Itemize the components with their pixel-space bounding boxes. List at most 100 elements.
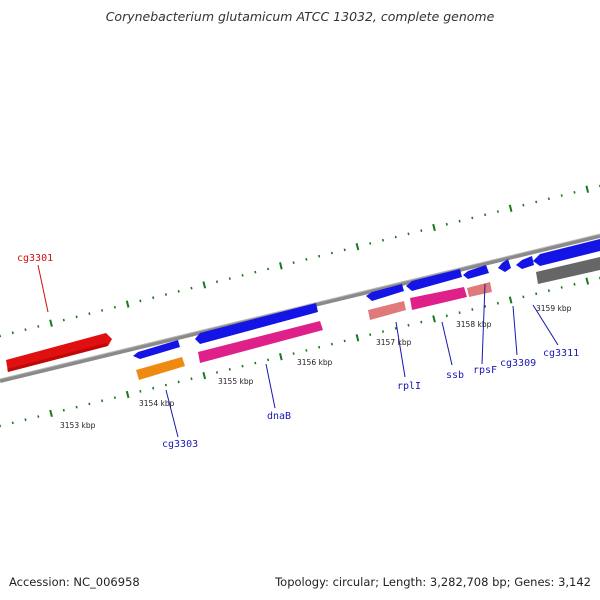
tick-minor <box>75 405 78 409</box>
tick-minor <box>496 210 499 213</box>
gene-cg3303[interactable] <box>133 340 180 359</box>
tick-minor <box>318 345 321 349</box>
tick-minor <box>458 311 461 315</box>
tick-minor <box>343 339 346 343</box>
kbp-labels: 3153 kbp 3154 kbp 3155 kbp 3156 kbp 3157… <box>60 304 572 430</box>
tick-minor <box>11 331 14 335</box>
kbp-label: 3155 kbp <box>218 377 254 386</box>
gene-cg3303-product[interactable] <box>136 357 185 380</box>
gene-label-rpsF[interactable]: rpsF <box>473 365 497 376</box>
tick-major <box>585 277 590 285</box>
tick-minor <box>330 251 333 255</box>
tick-minor <box>369 242 372 245</box>
tick-major <box>202 281 207 289</box>
tick-minor <box>330 342 333 346</box>
tick-minor <box>164 383 167 387</box>
tick-minor <box>113 305 116 309</box>
tick-minor <box>420 229 423 233</box>
genome-summary: Topology: circular; Length: 3,282,708 bp… <box>275 575 591 589</box>
kbp-label: 3158 kbp <box>456 320 492 329</box>
tick-minor <box>471 216 474 220</box>
gene-dnaB-product[interactable] <box>198 321 323 363</box>
gene-label-cg3311[interactable]: cg3311 <box>543 348 579 359</box>
tick-minor <box>381 330 385 333</box>
tick-major <box>125 390 130 399</box>
tick-major <box>585 185 590 193</box>
tick-minor <box>228 367 231 371</box>
gene-rplI-product[interactable] <box>368 301 406 320</box>
tick-minor <box>267 267 270 271</box>
tick-minor <box>445 314 448 318</box>
gene-small-blue[interactable] <box>516 256 534 269</box>
tick-minor <box>407 232 410 236</box>
tick-minor <box>254 361 257 365</box>
gene-label-cg3309[interactable]: cg3309 <box>500 358 536 369</box>
gene-ssb[interactable] <box>406 269 462 291</box>
tick-row-outer <box>0 184 600 338</box>
kbp-label: 3153 kbp <box>60 421 96 430</box>
tick-row-inner <box>0 276 600 428</box>
tick-minor <box>535 292 538 296</box>
tick-major <box>279 353 283 361</box>
tick-major <box>355 242 360 251</box>
gene-label-rplI[interactable]: rplI <box>397 381 421 392</box>
tick-minor <box>445 222 448 226</box>
tick-minor <box>75 315 78 319</box>
tick-minor <box>381 238 385 242</box>
tick-minor <box>305 258 308 261</box>
tick-minor <box>113 396 116 400</box>
tick-minor <box>484 213 487 217</box>
gene-rplI[interactable] <box>366 284 404 301</box>
tick-minor <box>11 421 14 425</box>
tick-minor <box>24 418 27 422</box>
gene-label-cg3301[interactable]: cg3301 <box>17 253 53 264</box>
gene-label-cg3303[interactable]: cg3303 <box>162 439 198 450</box>
gene-rpsF[interactable] <box>463 265 489 279</box>
tick-minor <box>484 304 487 308</box>
tick-minor <box>292 261 295 264</box>
tick-minor <box>215 280 219 284</box>
kbp-label: 3156 kbp <box>297 358 333 367</box>
tick-minor <box>37 415 40 418</box>
tick-major <box>508 204 513 212</box>
gene-label-dnaB[interactable]: dnaB <box>267 411 291 422</box>
tick-minor <box>88 312 91 316</box>
tick-minor <box>164 293 167 296</box>
map-title: Corynebacterium glutamicum ATCC 13032, c… <box>105 9 495 24</box>
tick-minor <box>62 318 65 322</box>
kbp-label: 3154 kbp <box>139 399 175 408</box>
tick-minor <box>407 323 410 327</box>
tick-minor <box>139 389 142 393</box>
gene-cg3301[interactable] <box>6 333 112 372</box>
gene-rpsF-product[interactable] <box>467 282 492 297</box>
gene-cg3311[interactable] <box>533 239 600 266</box>
tick-minor <box>496 301 499 305</box>
tick-minor <box>560 286 563 289</box>
tick-minor <box>267 358 270 362</box>
tick-minor <box>547 289 550 292</box>
tick-minor <box>190 377 193 381</box>
tick-major <box>508 296 513 304</box>
tick-minor <box>394 327 397 330</box>
tick-minor <box>305 349 308 352</box>
gene-labels: cg3301 cg3303 dnaB rplI ssb rpsF cg3309 … <box>17 253 579 450</box>
gene-label-ssb[interactable]: ssb <box>446 370 464 381</box>
tick-minor <box>547 197 550 201</box>
tick-major <box>49 319 53 327</box>
tick-minor <box>215 371 219 374</box>
tick-major <box>432 223 436 232</box>
tick-minor <box>522 203 525 207</box>
tick-minor <box>292 352 295 355</box>
gene-ssb-product[interactable] <box>410 287 467 310</box>
gene-track <box>6 239 600 380</box>
tick-minor <box>458 219 461 223</box>
tick-minor <box>152 386 155 390</box>
tick-minor <box>535 200 538 204</box>
tick-minor <box>177 289 180 293</box>
gene-dnaB[interactable] <box>195 303 318 344</box>
tick-minor <box>152 296 155 300</box>
gene-cg3301-shade <box>7 343 108 372</box>
gene-gray[interactable] <box>536 257 600 284</box>
gene-cg3309[interactable] <box>498 259 511 272</box>
